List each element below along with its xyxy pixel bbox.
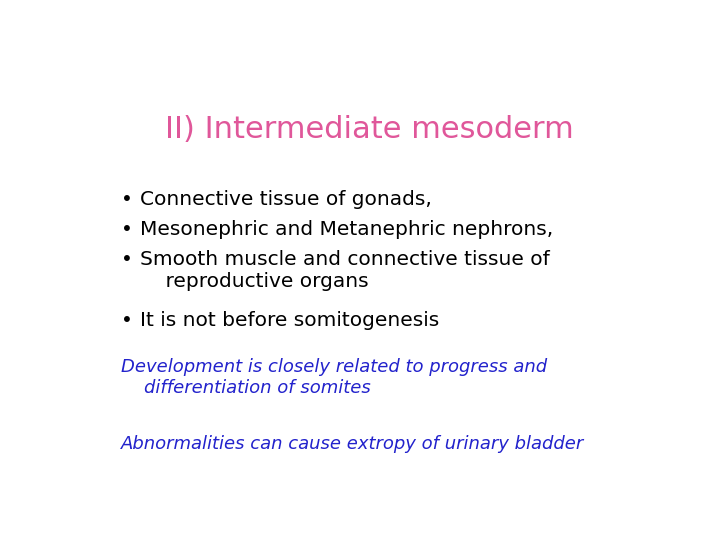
Text: It is not before somitogenesis: It is not before somitogenesis	[140, 311, 439, 330]
Text: Mesonephric and Metanephric nephrons,: Mesonephric and Metanephric nephrons,	[140, 220, 554, 239]
Text: Abnormalities can cause extropy of urinary bladder: Abnormalities can cause extropy of urina…	[121, 435, 584, 453]
Text: II) Intermediate mesoderm: II) Intermediate mesoderm	[165, 114, 573, 144]
Text: •: •	[121, 190, 132, 208]
Text: •: •	[121, 250, 132, 269]
Text: Development is closely related to progress and
    differentiation of somites: Development is closely related to progre…	[121, 358, 546, 397]
Text: •: •	[121, 311, 132, 330]
Text: Smooth muscle and connective tissue of
    reproductive organs: Smooth muscle and connective tissue of r…	[140, 250, 550, 291]
Text: •: •	[121, 220, 132, 239]
Text: Connective tissue of gonads,: Connective tissue of gonads,	[140, 190, 432, 208]
